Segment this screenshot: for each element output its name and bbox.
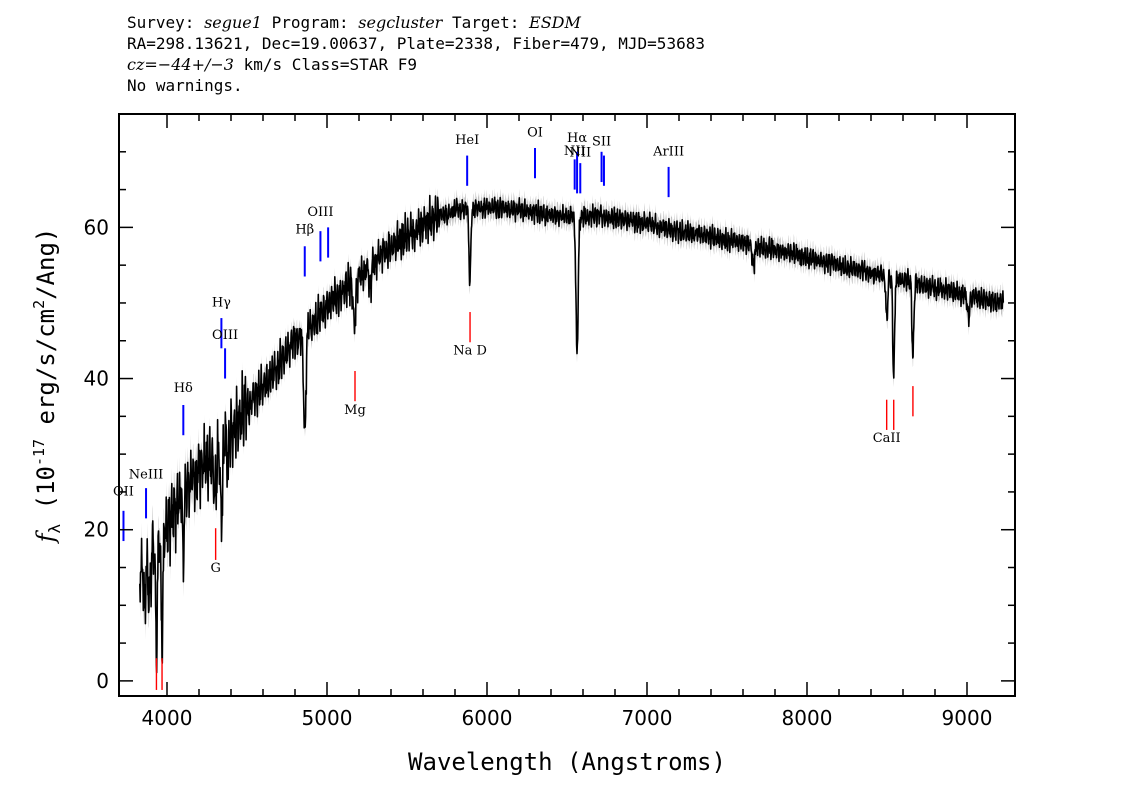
y-tick-label: 20: [84, 518, 109, 542]
x-tick-label: 6000: [462, 706, 513, 730]
emission-line-label: SII: [592, 135, 611, 150]
absorption-line-label: Na D: [453, 343, 487, 358]
header-line-redshift: cz=−44+/−3 km/s Class=STAR F9: [127, 55, 417, 74]
x-tick-label: 5000: [302, 706, 353, 730]
emission-line-label: NII: [569, 145, 591, 160]
axis-ticks-layer: [119, 114, 1015, 696]
program-value: segcluster: [358, 13, 443, 32]
x-tick-label: 8000: [782, 706, 833, 730]
y-axis-title: fλ (10-17 erg/s/cm2/Ang): [30, 228, 64, 545]
plot-frame: [118, 113, 1016, 697]
spectrum-header: Survey: segue1 Program: segcluster Targe…: [127, 12, 705, 96]
emission-line-label: Hβ: [295, 222, 314, 237]
x-tick-label: 4000: [142, 706, 193, 730]
emission-line-label: ArIII: [652, 145, 684, 160]
spectral-lines-layer: OIINeIIIHδHγOIIIHβOIIIHeIOINIIHαNIISIIAr…: [113, 126, 914, 690]
emission-line-label: NII: [564, 144, 586, 159]
emission-line-label: NeIII: [129, 467, 163, 482]
emission-line-label: Hδ: [174, 381, 193, 396]
spectrum-layer: [139, 194, 1005, 674]
absorption-line-label: Mg: [344, 403, 366, 418]
emission-line-label: Hγ: [212, 296, 231, 311]
cz-value: cz=−44+/−3: [127, 55, 234, 74]
absorption-line-label: CaII: [873, 431, 901, 446]
y-tick-label: 40: [84, 367, 109, 391]
emission-line-label: OI: [527, 126, 543, 141]
header-line-survey: Survey: segue1 Program: segcluster Targe…: [127, 13, 581, 32]
absorption-line-label: G: [210, 561, 220, 576]
flux-spectrum-line: [139, 194, 1005, 674]
header-line-warnings: No warnings.: [127, 76, 243, 95]
x-tick-label: 9000: [942, 706, 993, 730]
tick-labels-layer: 4000 5000 6000 7000 8000 9000 0 20 40 60: [84, 215, 993, 730]
survey-value: segue1: [204, 13, 262, 32]
target-value: ESDM: [529, 13, 581, 32]
emission-line-label: HeI: [455, 133, 479, 148]
emission-line-label: OIII: [212, 328, 238, 343]
y-tick-label: 0: [96, 669, 109, 693]
x-tick-label: 7000: [622, 706, 673, 730]
emission-line-label: OIII: [307, 205, 333, 220]
x-axis-title: Wavelength (Angstroms): [408, 748, 726, 776]
header-line-coordinates: RA=298.13621, Dec=19.00637, Plate=2338, …: [127, 34, 705, 53]
y-tick-label: 60: [84, 215, 109, 239]
emission-line-label: Hα: [567, 131, 587, 146]
